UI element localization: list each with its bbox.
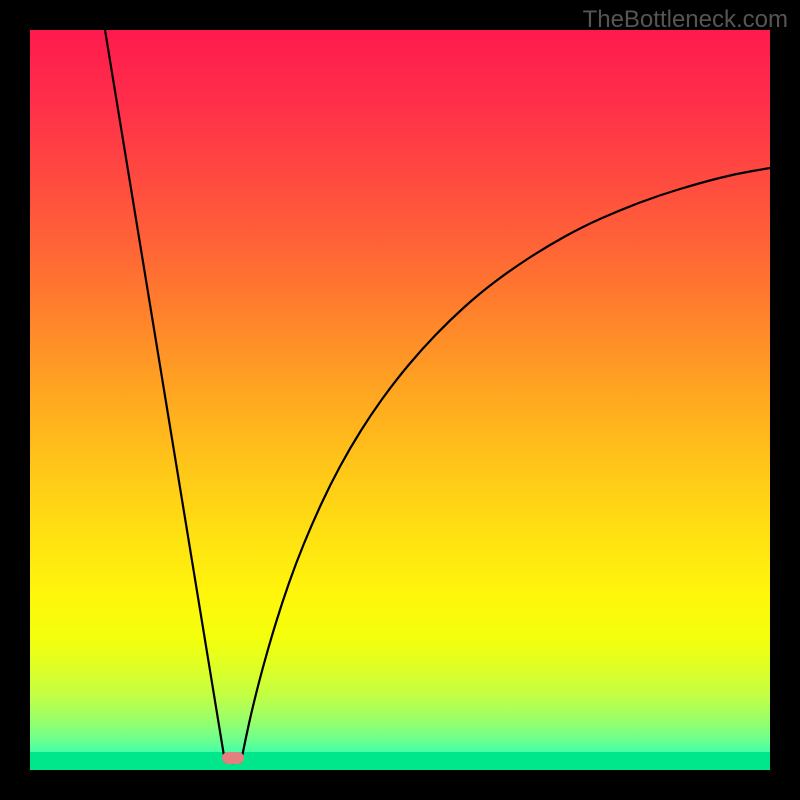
bottom-green-band — [30, 752, 770, 770]
watermark-text: TheBottleneck.com — [583, 6, 788, 34]
plot-svg — [30, 30, 770, 770]
vertex-marker — [222, 752, 244, 764]
plot-area — [30, 30, 770, 770]
gradient-background — [30, 30, 770, 770]
chart-container: TheBottleneck.com — [0, 0, 800, 800]
